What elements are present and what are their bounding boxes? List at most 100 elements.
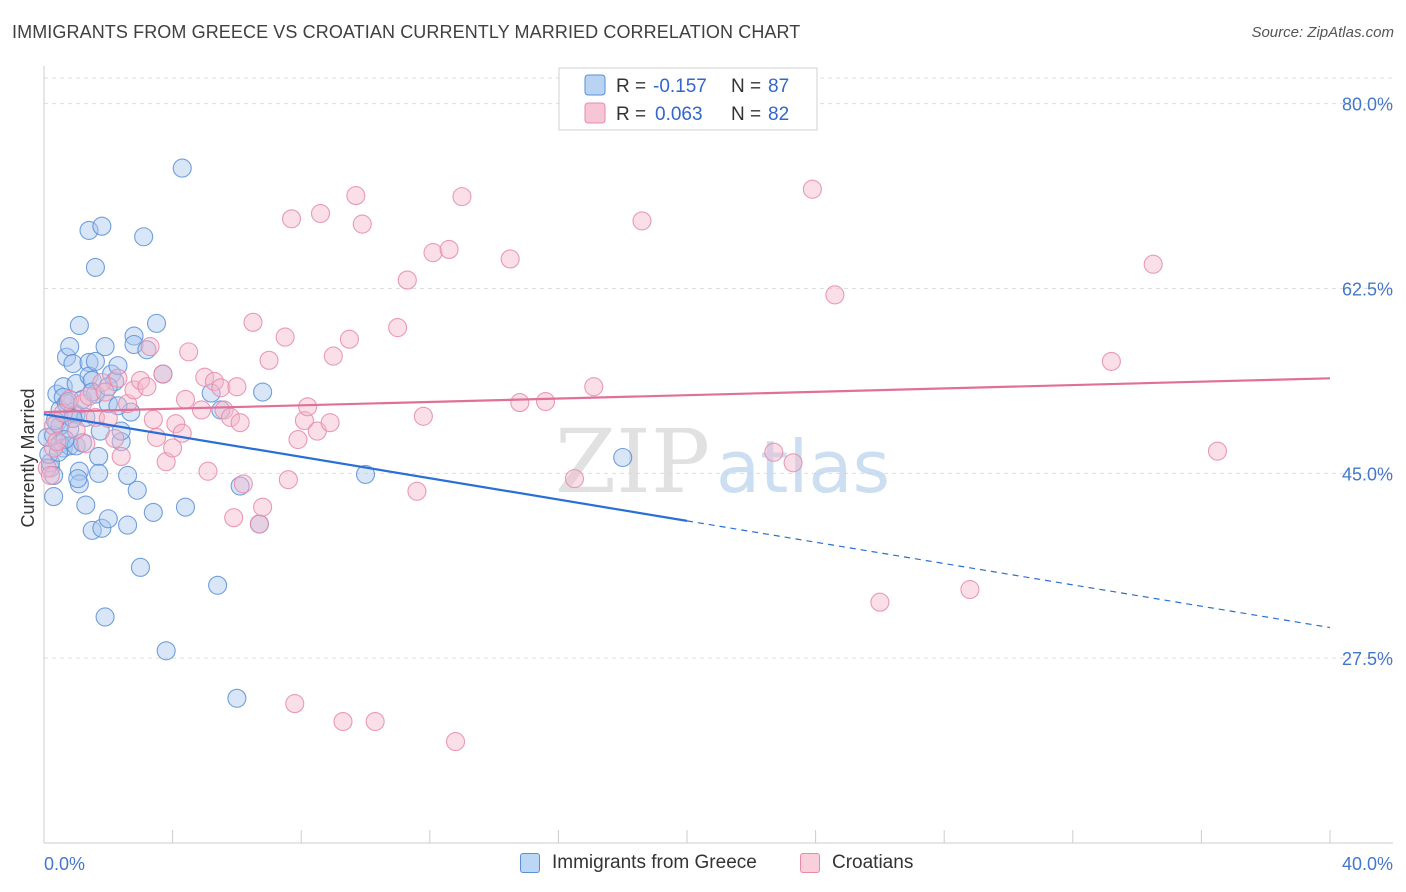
croatians-point-9	[76, 434, 96, 454]
watermark-zip: ZIP	[555, 410, 710, 513]
croatians-point-41	[230, 413, 250, 433]
series-croatians-points	[37, 179, 1228, 752]
croatians-point-76	[632, 211, 652, 231]
y-tick-label-2: 62.5%	[1342, 280, 1393, 300]
croatians-point-40	[227, 377, 247, 397]
croatians-point-75	[584, 377, 604, 397]
croatians-point-49	[282, 209, 302, 229]
legend-r-label-croatians: R =	[616, 104, 646, 125]
croatians-point-59	[339, 329, 359, 349]
greece-point-42	[95, 337, 115, 357]
croatians-point-69	[445, 732, 466, 752]
greece-point-40	[92, 518, 112, 538]
croatians-point-6	[60, 389, 80, 409]
croatians-point-77	[764, 442, 784, 462]
croatians-point-84	[1143, 254, 1163, 274]
croatians-point-73	[535, 391, 556, 412]
legend-n-value-greece: 87	[768, 76, 789, 97]
croatians-point-22	[140, 337, 160, 357]
greece-point-83	[68, 469, 88, 489]
greece-point-51	[118, 515, 138, 535]
croatians-point-47	[275, 327, 295, 347]
x-tick-label-1: 40.0%	[1342, 854, 1393, 874]
croatians-point-15	[105, 428, 125, 449]
croatians-point-16	[108, 368, 128, 388]
y-tick-label-1: 45.0%	[1342, 464, 1393, 484]
croatians-point-61	[352, 214, 372, 234]
croatians-point-57	[323, 346, 343, 366]
croatians-point-83	[1101, 351, 1121, 371]
greece-point-55	[127, 480, 147, 500]
greece-point-60	[146, 313, 167, 333]
legend-item-croatians: Croatians	[800, 852, 913, 874]
chart-title: IMMIGRANTS FROM GREECE VS CROATIAN CURRE…	[12, 22, 801, 42]
trend-line-greece-extension	[686, 520, 1331, 629]
greece-point-28	[76, 495, 96, 515]
legend-swatch-greece-bottom	[520, 853, 540, 873]
series-greece-points	[37, 158, 633, 708]
croatians-point-33	[195, 367, 215, 387]
croatians-point-80	[825, 285, 845, 305]
croatians-point-55	[310, 203, 331, 224]
greece-point-15	[60, 337, 80, 357]
greece-point-37	[89, 446, 109, 466]
greece-point-62	[156, 641, 176, 661]
croatians-point-39	[224, 508, 244, 528]
croatians-point-8	[73, 394, 93, 414]
greece-point-23	[69, 315, 89, 336]
greece-point-44	[98, 509, 118, 529]
croatians-point-66	[413, 406, 433, 426]
croatians-point-30	[175, 389, 196, 409]
croatians-point-28	[166, 414, 186, 434]
croatians-point-50	[285, 694, 305, 714]
croatians-point-51	[288, 429, 308, 450]
x-tick-label-0: 0.0%	[44, 854, 85, 874]
greece-point-64	[175, 497, 196, 517]
croatians-point-58	[333, 711, 353, 732]
greece-point-35	[85, 351, 105, 371]
croatians-point-65	[407, 481, 427, 501]
greece-point-4	[44, 487, 64, 507]
legend-bottom: Immigrants from Greece Croatians	[0, 852, 1406, 878]
greece-point-50	[118, 465, 138, 486]
croatians-point-63	[388, 318, 408, 338]
greece-point-29	[79, 220, 99, 240]
croatians-point-27	[163, 438, 183, 458]
croatians-point-68	[439, 239, 459, 259]
croatians-point-53	[298, 397, 318, 417]
croatians-point-56	[320, 413, 340, 433]
croatians-point-60	[346, 186, 366, 206]
legend-swatch-croatians-bottom	[800, 853, 820, 873]
greece-point-38	[89, 463, 109, 483]
croatians-point-29	[172, 423, 192, 443]
legend-label-greece: Immigrants from Greece	[552, 852, 757, 873]
source-label: Source: ZipAtlas.com	[1251, 24, 1394, 41]
watermark-atlas: atlas	[716, 425, 890, 509]
legend-label-croatians: Croatians	[832, 852, 914, 873]
greece-point-57	[134, 227, 154, 247]
legend-swatch-croatians	[584, 102, 606, 124]
legend-r-value-greece: -0.157	[653, 76, 707, 97]
croatians-point-43	[243, 312, 263, 332]
greece-point-72	[355, 464, 376, 484]
croatians-point-67	[423, 243, 443, 263]
croatians-point-85	[1207, 441, 1228, 461]
croatians-point-32	[191, 400, 212, 420]
legend-swatch-greece	[584, 74, 606, 96]
croatians-point-21	[137, 377, 157, 397]
croatians-point-74	[564, 469, 585, 489]
tick-labels: 27.5% 45.0% 62.5% 80.0% 0.0% 40.0%	[44, 95, 1393, 874]
greece-point-33	[82, 520, 102, 540]
croatians-point-72	[510, 393, 530, 413]
croatians-point-48	[278, 470, 298, 490]
legend-r-label-greece: R =	[616, 76, 646, 97]
greece-point-54	[124, 334, 144, 355]
croatians-point-44	[249, 514, 269, 534]
trend-line-croatians	[43, 377, 1331, 414]
croatians-point-4	[47, 432, 67, 452]
greece-point-41	[95, 607, 115, 627]
greece-point-56	[130, 557, 150, 577]
croatians-point-13	[95, 382, 115, 402]
croatians-point-70	[452, 187, 472, 207]
legend-top: R = -0.157 N = 87 R = 0.063 N = 82	[558, 67, 818, 131]
